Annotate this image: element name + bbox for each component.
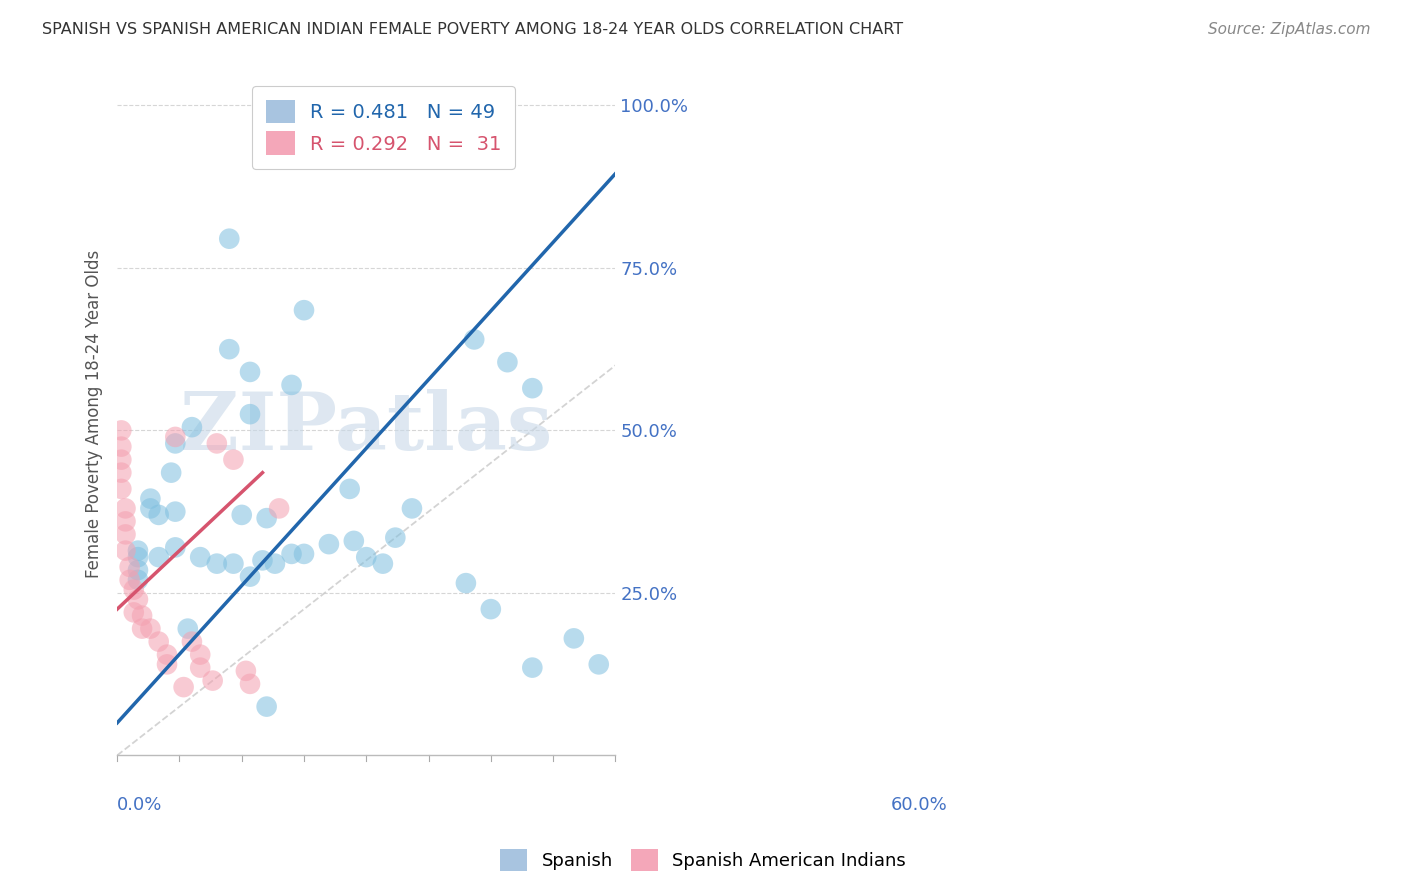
Point [110,424,132,438]
Point [269,501,291,516]
Point [131,622,153,636]
Point [122,582,145,597]
Point [264,557,287,571]
Point [114,543,136,558]
Point [384,114,406,128]
Point [522,381,544,395]
Point [496,355,519,369]
Point [239,569,262,583]
Point [479,602,502,616]
Point [339,482,361,496]
Point [292,303,315,318]
Point [454,576,477,591]
Point [218,342,240,356]
Point [188,660,211,674]
Point [562,632,585,646]
Point [118,573,141,587]
Point [522,660,544,674]
Point [201,673,224,688]
Text: SPANISH VS SPANISH AMERICAN INDIAN FEMALE POVERTY AMONG 18-24 YEAR OLDS CORRELAT: SPANISH VS SPANISH AMERICAN INDIAN FEMAL… [42,22,903,37]
Point [231,508,253,522]
Legend: Spanish, Spanish American Indians: Spanish, Spanish American Indians [492,842,914,879]
Point [139,491,162,506]
Text: Source: ZipAtlas.com: Source: ZipAtlas.com [1208,22,1371,37]
Point [239,677,262,691]
Point [156,648,179,662]
Point [356,550,378,565]
Point [292,547,315,561]
Point [343,533,366,548]
Point [127,543,149,558]
Text: 0.0%: 0.0% [117,797,163,814]
Point [156,657,179,672]
Point [218,232,240,246]
Text: 60.0%: 60.0% [891,797,948,814]
Point [252,553,274,567]
Point [110,482,132,496]
Point [148,550,170,565]
Point [180,420,202,434]
Point [222,452,245,467]
Point [235,664,257,678]
Point [127,550,149,565]
Text: ZIPatlas: ZIPatlas [180,389,553,467]
Point [239,407,262,421]
Point [280,378,302,392]
Point [463,333,485,347]
Point [127,563,149,577]
Point [165,541,187,555]
Point [148,508,170,522]
Point [401,501,423,516]
Point [239,365,262,379]
Point [114,527,136,541]
Point [388,114,411,128]
Point [256,699,278,714]
Point [205,436,228,450]
Point [165,436,187,450]
Point [127,592,149,607]
Point [384,531,406,545]
Point [371,557,394,571]
Point [139,622,162,636]
Point [330,114,353,128]
Point [165,430,187,444]
Point [131,608,153,623]
Point [118,560,141,574]
Point [205,557,228,571]
Point [180,634,202,648]
Point [173,680,195,694]
Point [588,657,610,672]
Point [177,622,200,636]
Point [114,501,136,516]
Point [280,547,302,561]
Point [139,501,162,516]
Point [256,511,278,525]
Point [110,466,132,480]
Y-axis label: Female Poverty Among 18-24 Year Olds: Female Poverty Among 18-24 Year Olds [86,250,103,578]
Point [188,648,211,662]
Point [114,515,136,529]
Point [148,634,170,648]
Legend: R = 0.481   N = 49, R = 0.292   N =  31: R = 0.481 N = 49, R = 0.292 N = 31 [252,87,516,169]
Point [160,466,183,480]
Point [222,557,245,571]
Point [122,606,145,620]
Point [110,452,132,467]
Point [127,573,149,587]
Point [110,440,132,454]
Point [318,537,340,551]
Point [165,505,187,519]
Point [188,550,211,565]
